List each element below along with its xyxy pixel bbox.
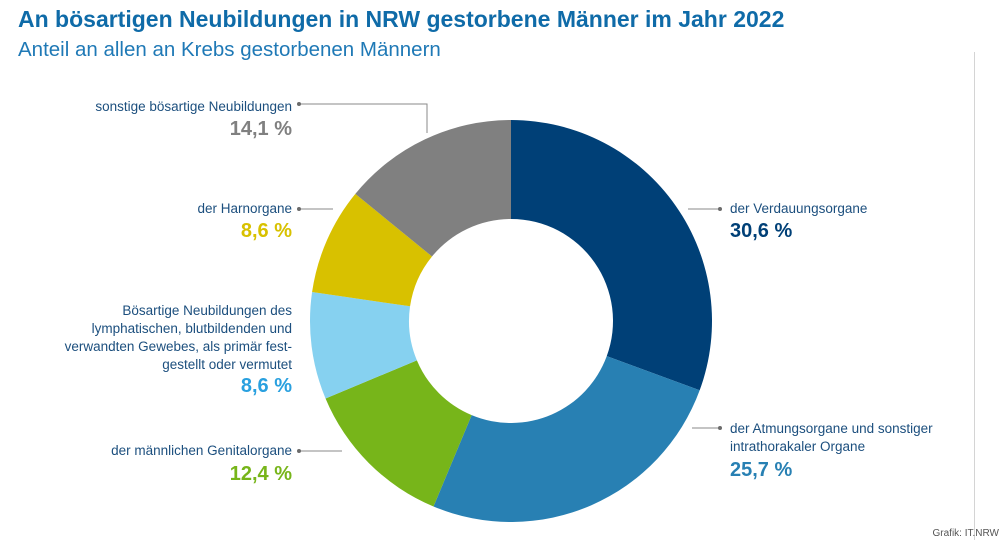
leader-verdauungsorgane-dot (718, 207, 722, 211)
slice-lymphatisch (310, 292, 417, 399)
slice-atmungsorgane (433, 356, 700, 522)
chart-title: An bösartigen Neubildungen in NRW gestor… (18, 6, 785, 32)
leader-sonstige (299, 103, 428, 133)
leader-genitalorgane-dot (297, 449, 301, 453)
label-verdauungsorgane: der Verdauungsorgane (730, 201, 868, 216)
leader-sonstige-dot (297, 102, 301, 106)
label-genitalorgane: der männlichen Genitalorgane (111, 443, 292, 458)
frame-divider (974, 52, 975, 540)
label-sonstige: sonstige bösartige Neubildungen (95, 99, 292, 114)
label-lymphatisch-line-1: Bösartige Neubildungen des (122, 303, 292, 318)
slice-genitalorgane (325, 360, 472, 507)
value-atmungsorgane: 25,7 % (730, 459, 793, 481)
leader-atmungsorgane-dot (718, 426, 722, 430)
label-lymphatisch-line-4: gestellt oder vermutet (162, 357, 292, 372)
label-atmungsorgane-line-2: intrathorakaler Organe (730, 439, 866, 454)
source-credit: Grafik: IT.NRW (932, 528, 999, 539)
label-harnorgane: der Harnorgane (197, 201, 292, 216)
label-lymphatisch-line-3: verwandten Gewebes, als primär fest- (64, 339, 292, 354)
value-verdauungsorgane: 30,6 % (730, 220, 793, 242)
slice-sonstige (355, 119, 511, 257)
label-lymphatisch: Bösartige Neubildungen des lymphatischen… (65, 302, 292, 374)
value-sonstige: 14,1 % (229, 118, 292, 140)
value-lymphatisch: 8,6 % (240, 375, 292, 397)
label-lymphatisch-line-2: lymphatischen, blutbildenden und (91, 321, 292, 336)
label-atmungsorgane: der Atmungsorgane und sonstiger intratho… (730, 420, 933, 456)
value-genitalorgane: 12,4 % (229, 463, 292, 485)
label-atmungsorgane-line-1: der Atmungsorgane und sonstiger (730, 421, 933, 436)
leader-harnorgane-dot (297, 207, 301, 211)
value-harnorgane: 8,6 % (240, 220, 292, 242)
chart-subtitle: Anteil an allen an Krebs gestorbenen Män… (18, 38, 441, 61)
slice-harnorgane (312, 193, 433, 307)
slice-verdauungsorgane (511, 120, 712, 391)
